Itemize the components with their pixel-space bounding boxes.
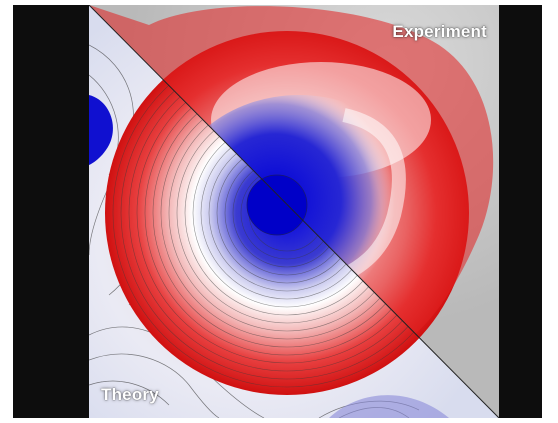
theory-label: Theory bbox=[101, 385, 159, 404]
theory-lower-blue-lobe bbox=[329, 395, 449, 418]
video-frame: Experiment Theory bbox=[13, 5, 542, 418]
potential-map bbox=[89, 5, 499, 418]
sphere-core bbox=[246, 174, 308, 236]
experiment-label: Experiment bbox=[392, 22, 487, 41]
potential-map-figure: Experiment Theory bbox=[89, 5, 499, 418]
theory-blue-lobe bbox=[89, 95, 113, 165]
split-line bbox=[89, 5, 499, 418]
